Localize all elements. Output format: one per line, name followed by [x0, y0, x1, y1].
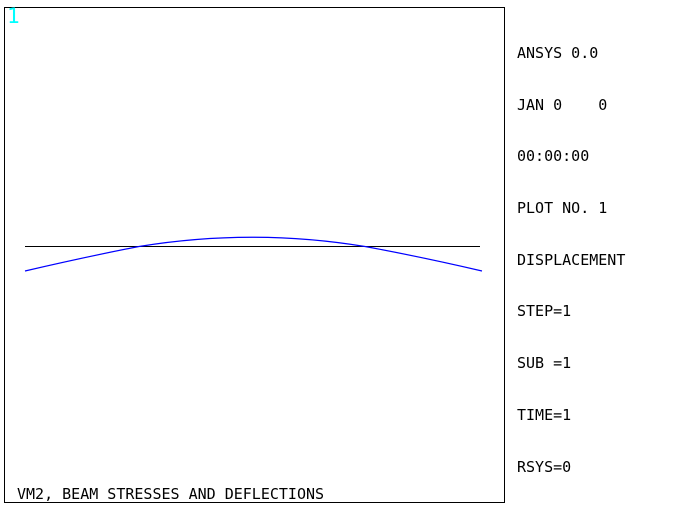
window-number-label: 1	[7, 4, 20, 28]
legend-line-time: 00:00:00	[517, 147, 590, 166]
legend-line-date: JAN 0 0	[517, 95, 608, 114]
legend-panel: ANSYS 0.0 JAN 0 0 00:00:00 PLOT NO. 1 DI…	[517, 10, 634, 510]
legend-line-rsys: RSYS=0	[517, 457, 572, 476]
legend-line-step: STEP=1	[517, 302, 572, 321]
legend-line-timeval: TIME=1	[517, 405, 572, 424]
plot-border	[4, 7, 505, 503]
legend-line-plot-type: DISPLACEMENT	[517, 250, 626, 269]
deformed-beam-curve	[24, 236, 483, 272]
legend-line-product: ANSYS 0.0	[517, 44, 599, 62]
legend-line-sub: SUB =1	[517, 354, 572, 373]
plot-title: VM2, BEAM STRESSES AND DEFLECTIONS	[17, 485, 325, 503]
legend-line-plot-no: PLOT NO. 1	[517, 199, 608, 218]
